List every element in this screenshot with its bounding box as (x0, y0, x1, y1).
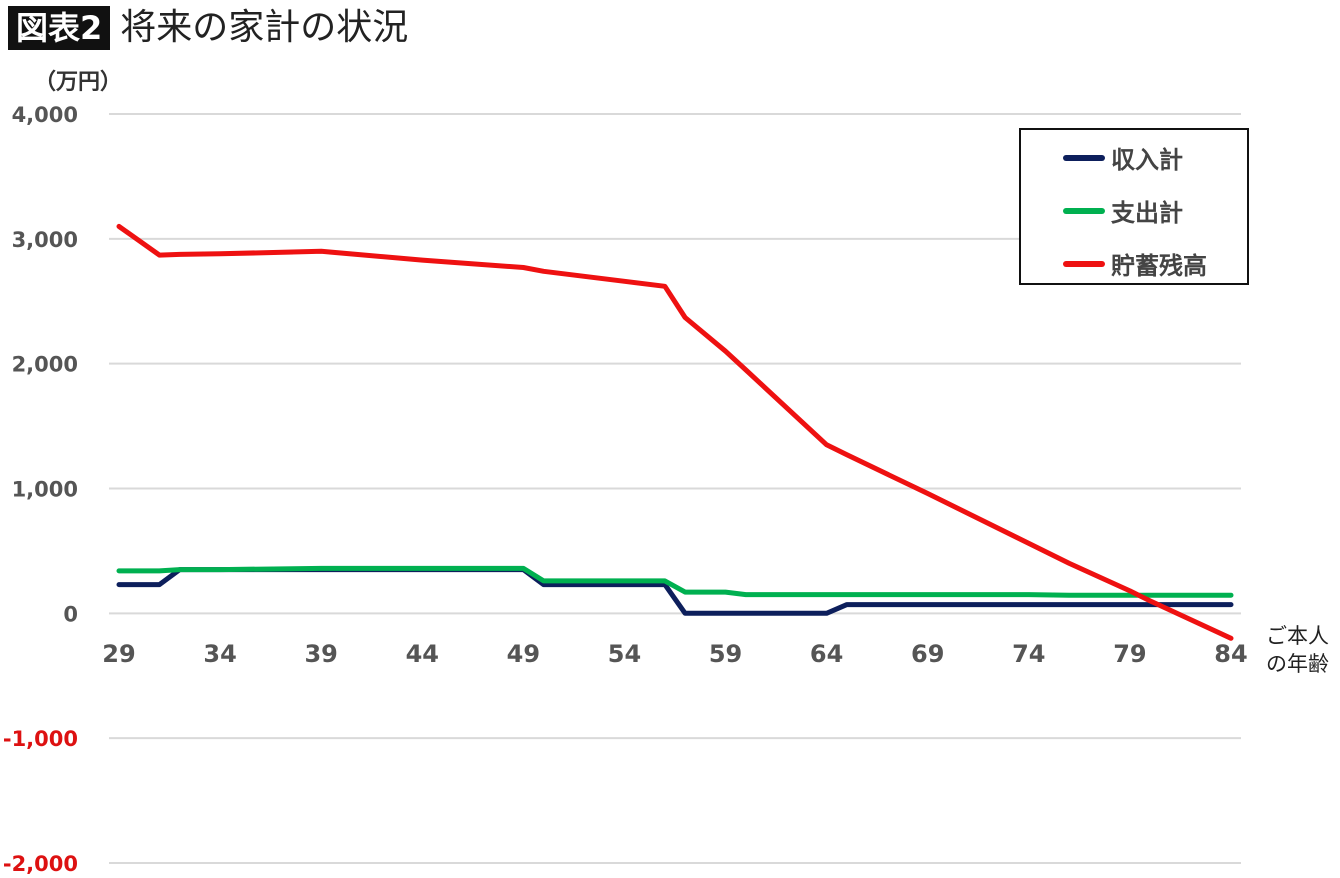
x-tick-label: 39 (304, 640, 337, 668)
legend-item-expense: 支出計 (1063, 193, 1183, 228)
figure-header: 図表2 将来の家計の状況 (8, 6, 408, 50)
legend-swatch-expense (1063, 207, 1105, 214)
legend: 収入計 支出計 貯蓄残高 (1019, 128, 1249, 285)
legend-swatch-income (1063, 154, 1105, 161)
income-line (116, 567, 1234, 616)
expense-line (116, 565, 1234, 598)
y-tick-label: 2,000 (12, 353, 78, 377)
legend-item-income: 収入計 (1063, 140, 1183, 175)
legend-label-expense: 支出計 (1111, 199, 1183, 227)
x-tick-label: 34 (203, 640, 236, 668)
x-tick-label: 54 (608, 640, 641, 668)
x-tick-label: 44 (406, 640, 439, 668)
figure-title: 将来の家計の状況 (120, 7, 409, 48)
legend-label-savings: 貯蓄残高 (1111, 252, 1207, 280)
y-tick-label: 1,000 (12, 478, 78, 502)
x-tick-label: 64 (810, 640, 843, 668)
y-tick-label: 4,000 (12, 103, 78, 127)
x-tick-label: 79 (1113, 640, 1146, 668)
x-tick-label: 29 (102, 640, 135, 668)
x-tick-label: 69 (911, 640, 944, 668)
legend-swatch-savings (1063, 260, 1105, 267)
y-tick-label: 0 (63, 602, 78, 626)
figure-tag: 図表2 (8, 6, 111, 50)
savings-line (116, 223, 1234, 641)
y-tick-label: -2,000 (3, 852, 78, 876)
x-unit-label: ご本人 の年齢 (1266, 624, 1329, 676)
y-unit-label: （万円） (34, 70, 123, 95)
x-tick-label: 59 (709, 640, 742, 668)
x-tick-label: 49 (507, 640, 540, 668)
legend-label-income: 収入計 (1111, 146, 1183, 174)
legend-item-savings: 貯蓄残高 (1063, 246, 1207, 281)
x-tick-label: 84 (1214, 640, 1247, 668)
x-tick-label: 74 (1012, 640, 1045, 668)
y-tick-label: 3,000 (12, 228, 78, 252)
y-tick-label: -1,000 (3, 727, 78, 751)
